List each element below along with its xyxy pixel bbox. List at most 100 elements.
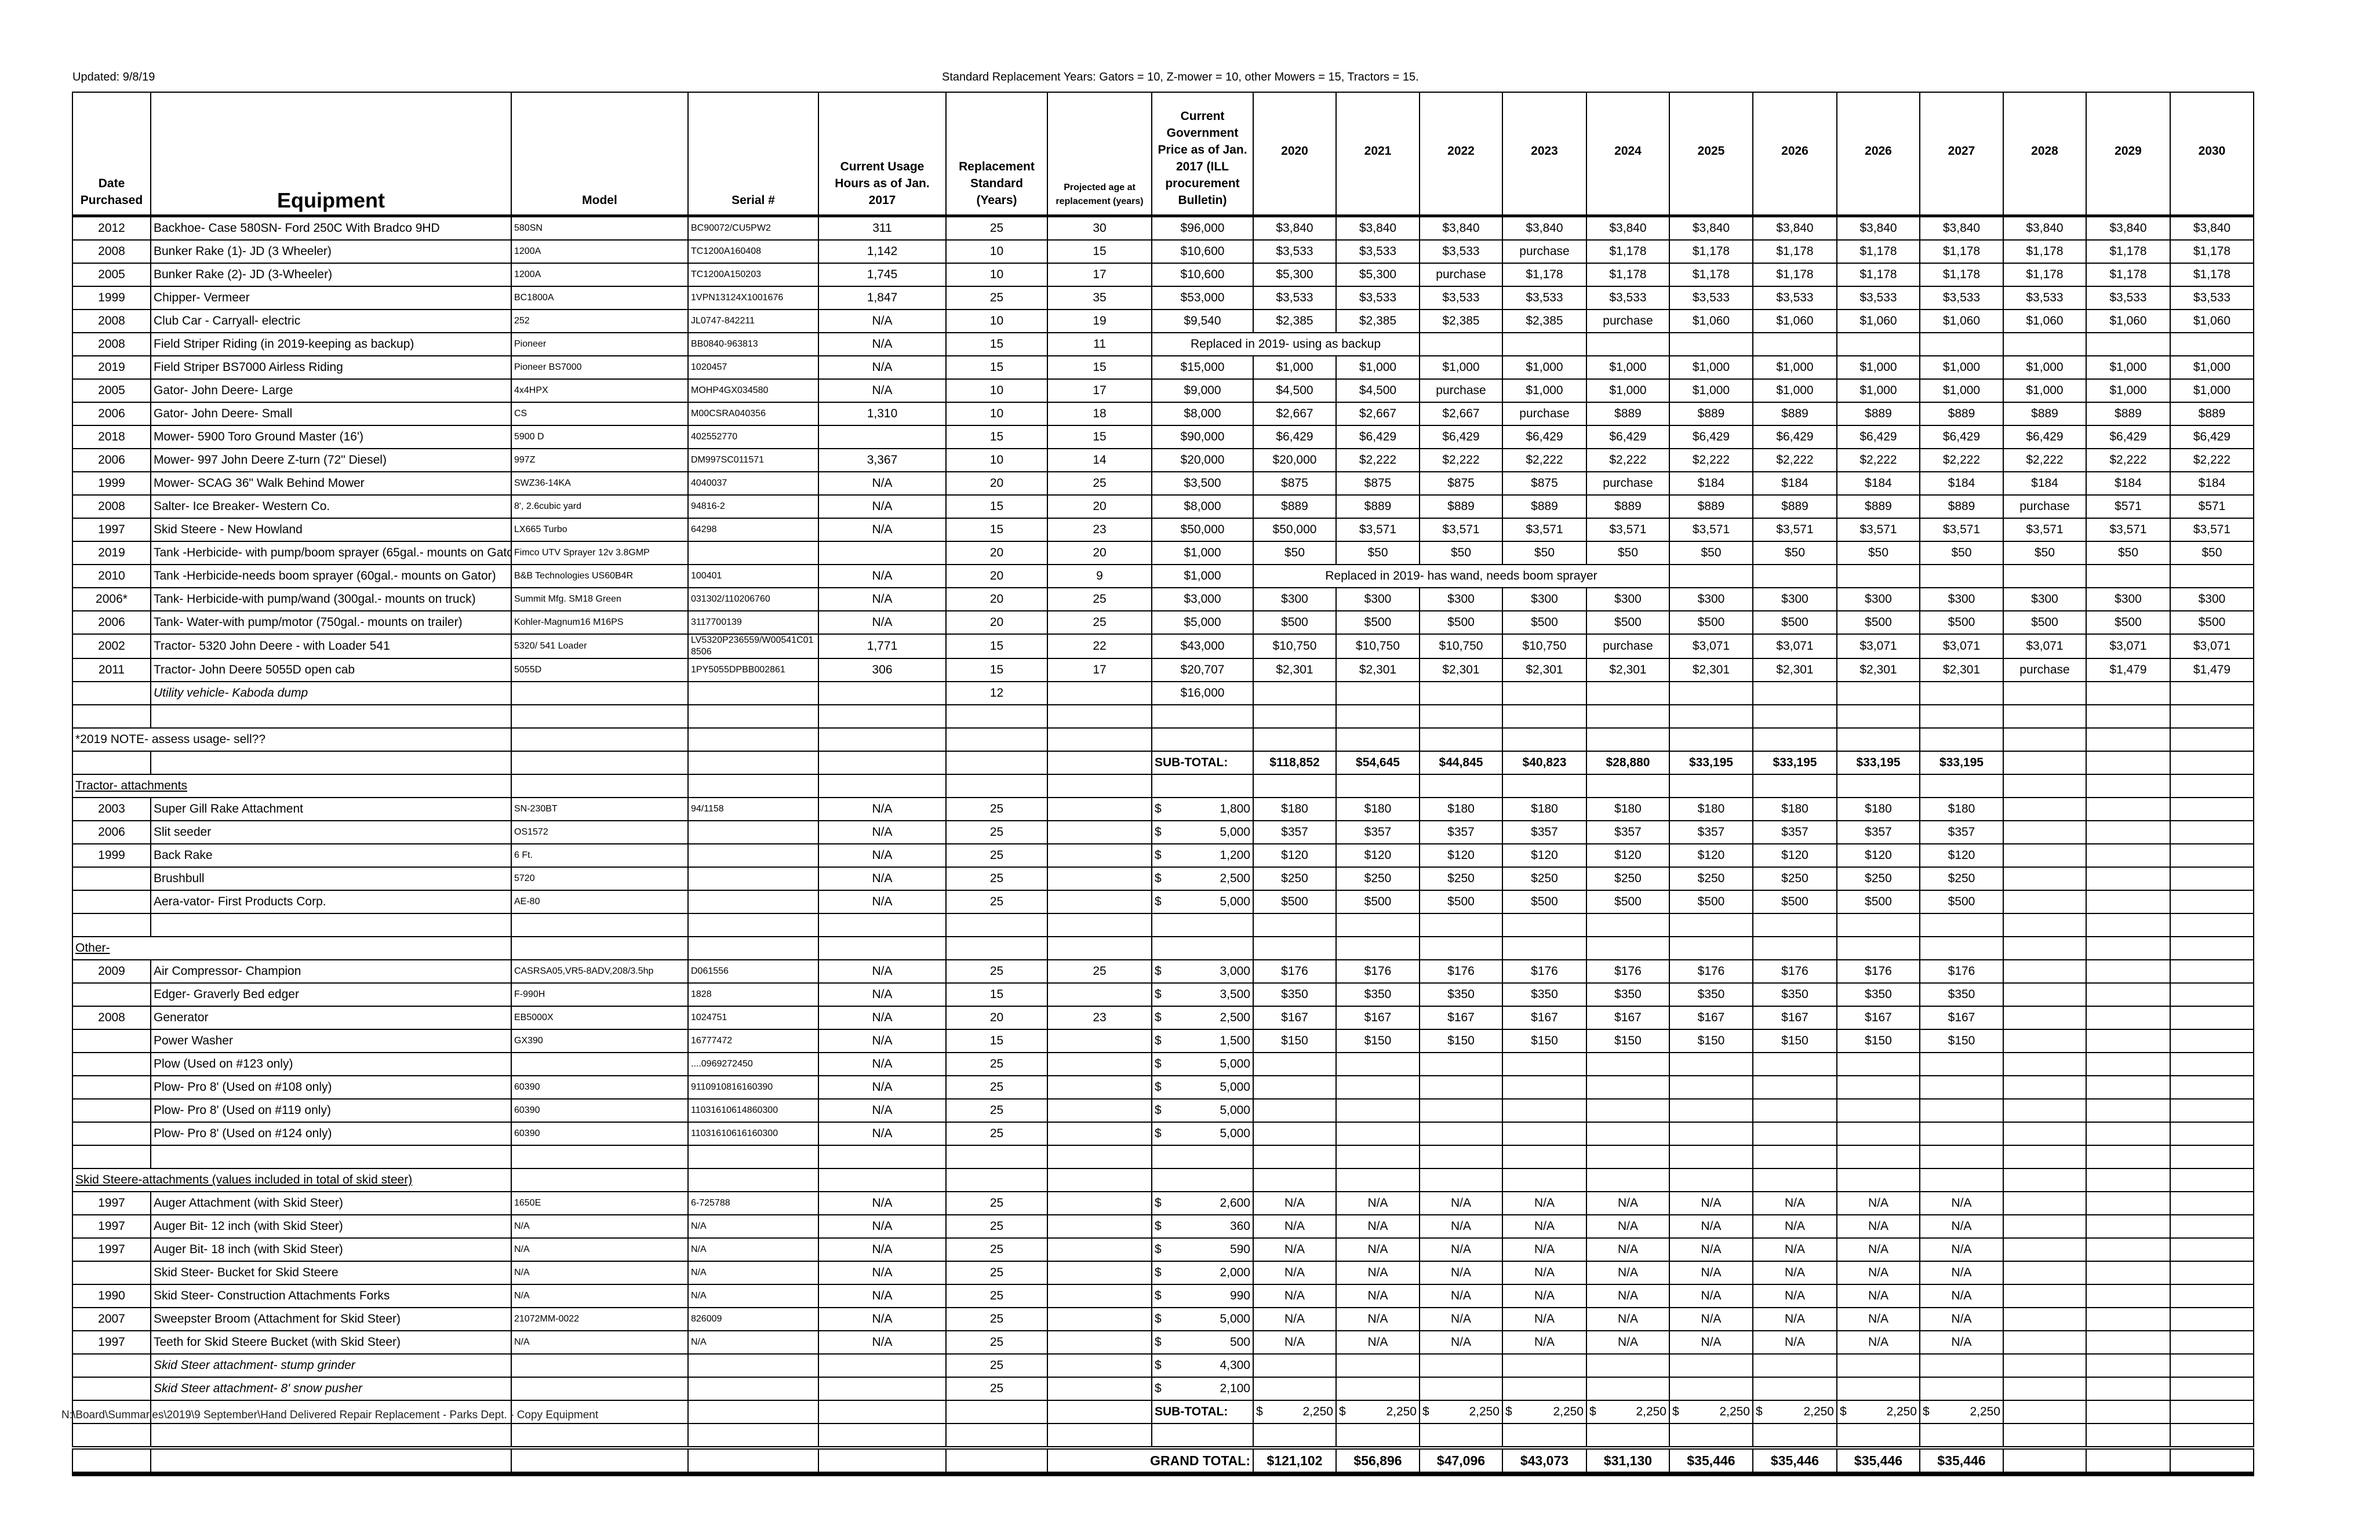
cell-y2026b: $500 — [1836, 890, 1920, 914]
cell-usage-hours: N/A — [818, 309, 947, 333]
cell-y2025: $3,533 — [1669, 286, 1753, 310]
cell-y2020 — [1253, 1353, 1337, 1378]
cell-replacement-standard: 25 — [945, 1237, 1048, 1262]
cell-model: 5055D — [511, 658, 689, 682]
cell-y2025 — [1669, 1353, 1753, 1378]
empty-cell — [2170, 1423, 2254, 1448]
cell-y2029 — [2086, 959, 2171, 984]
cell-y2028: $6,429 — [2003, 425, 2087, 449]
cell-date: 2005 — [72, 263, 151, 287]
cell-equipment: Skid Steer attachment- 8' snow pusher — [150, 1377, 512, 1401]
cell-y2026b: $350 — [1836, 982, 1920, 1007]
empty-cell — [1669, 704, 1753, 729]
cell-usage-hours: N/A — [818, 355, 947, 380]
cell-y2024: N/A — [1586, 1330, 1670, 1355]
cell-y2020: $500 — [1253, 610, 1337, 635]
cell-y2025: $2,301 — [1669, 658, 1753, 682]
cell-model: 60390 — [511, 1075, 689, 1100]
section-header-row: Skid Steere-attachments (values included… — [72, 1168, 2254, 1192]
header-y2024: 2024 — [1586, 92, 1670, 217]
cell-y2026 — [1752, 1353, 1837, 1378]
table-row: 2002 Tractor- 5320 John Deere - with Load… — [72, 634, 2254, 659]
cell-date — [72, 982, 151, 1007]
cell-usage-hours: N/A — [818, 797, 947, 821]
empty-cell — [72, 913, 151, 937]
cell-y2022: N/A — [1419, 1191, 1503, 1215]
cell-current-price: $990 — [1151, 1284, 1254, 1308]
cell-replacement-standard: 25 — [945, 1098, 1048, 1123]
cell-y2027: $1,178 — [1919, 239, 2004, 264]
cell-y2021 — [1335, 1122, 1420, 1146]
cell-y2030: $1,178 — [2170, 263, 2254, 287]
cell-y2026: $120 — [1752, 843, 1837, 868]
cell-y2025 — [1669, 564, 1753, 588]
cell-equipment: Edger- Graverly Bed edger — [150, 982, 512, 1007]
cell-y2021: $2,301 — [1335, 658, 1420, 682]
cell-replacement-standard: 20 — [945, 541, 1048, 565]
table-row: 1990 Skid Steer- Construction Attachments… — [72, 1284, 2254, 1308]
table-row: 2008 Bunker Rake (1)- JD (3 Wheeler) 1200A… — [72, 239, 2254, 264]
cell-serial: 64298 — [687, 518, 819, 542]
cell-serial — [687, 541, 819, 565]
amount: 2,500 — [1220, 1011, 1250, 1024]
amount: 2,250 — [1386, 1405, 1417, 1418]
subtotal-y2021: $54,645 — [1335, 751, 1420, 775]
cell-y2023: $1,000 — [1502, 378, 1587, 403]
amount: 1,200 — [1220, 849, 1250, 862]
empty-cell — [1586, 1168, 1670, 1192]
cell-y2030: $184 — [2170, 471, 2254, 496]
cell-y2028 — [2003, 1006, 2087, 1030]
currency-symbol: $ — [1155, 825, 1162, 839]
cell-y2023: $500 — [1502, 610, 1587, 635]
cell-equipment: Gator- John Deere- Large — [150, 378, 512, 403]
cell-y2025: $3,071 — [1669, 634, 1753, 659]
empty-cell — [1335, 1145, 1420, 1169]
cell-y2026: $500 — [1752, 610, 1837, 635]
cell-y2021: $500 — [1335, 890, 1420, 914]
amount: 2,250 — [1886, 1405, 1917, 1418]
empty-cell — [945, 913, 1048, 937]
cell-replacement-standard: 15 — [945, 634, 1048, 659]
cell-y2022 — [1419, 1377, 1503, 1401]
amount: 2,600 — [1220, 1196, 1250, 1210]
cell-y2026b: $2,301 — [1836, 658, 1920, 682]
cell-y2029 — [2086, 843, 2171, 868]
table-row: 2008 Field Striper Riding (in 2019-keepin… — [72, 332, 2254, 356]
empty-cell — [1419, 727, 1503, 752]
subtotal-label: SUB-TOTAL: — [1151, 1400, 1254, 1424]
table-row: Skid Steer attachment- stump grinder 25 $4… — [72, 1353, 2254, 1378]
amount: 5,000 — [1220, 1104, 1250, 1117]
cell-usage-hours: N/A — [818, 1191, 947, 1215]
cell-date: 2018 — [72, 425, 151, 449]
empty-cell — [150, 913, 512, 937]
cell-model: N/A — [511, 1214, 689, 1239]
amount: 2,250 — [1469, 1405, 1500, 1418]
cell-y2026b: $1,178 — [1836, 263, 1920, 287]
cell-model: 5900 D — [511, 425, 689, 449]
cell-y2026b: $50 — [1836, 541, 1920, 565]
cell-y2023: $2,222 — [1502, 448, 1587, 472]
cell-serial: 1020457 — [687, 355, 819, 380]
empty-cell — [1047, 727, 1152, 752]
cell-replacement-standard: 25 — [945, 1284, 1048, 1308]
amount: 500 — [1229, 1335, 1250, 1349]
cell-y2030: $1,479 — [2170, 658, 2254, 682]
cell-model: Pioneer — [511, 332, 689, 356]
empty-cell — [1669, 1423, 1753, 1448]
empty-cell — [2003, 1145, 2087, 1169]
cell-y2021: $350 — [1335, 982, 1420, 1007]
empty-cell — [1836, 913, 1920, 937]
cell-date: 1999 — [72, 843, 151, 868]
empty-cell — [150, 1145, 512, 1169]
cell-y2025 — [1669, 1377, 1753, 1401]
cell-y2027: $350 — [1919, 982, 2004, 1007]
cell-y2026: $3,533 — [1752, 286, 1837, 310]
empty-cell — [2003, 704, 2087, 729]
cell-y2030: $571 — [2170, 494, 2254, 519]
section-title: Other- — [72, 936, 512, 960]
cell-y2027: $357 — [1919, 820, 2004, 844]
cell-replacement-standard: 10 — [945, 263, 1048, 287]
cell-y2022 — [1419, 332, 1503, 356]
table-row: Plow- Pro 8' (Used on #124 only) 60390 110… — [72, 1122, 2254, 1146]
currency-symbol: $ — [1756, 1405, 1763, 1418]
